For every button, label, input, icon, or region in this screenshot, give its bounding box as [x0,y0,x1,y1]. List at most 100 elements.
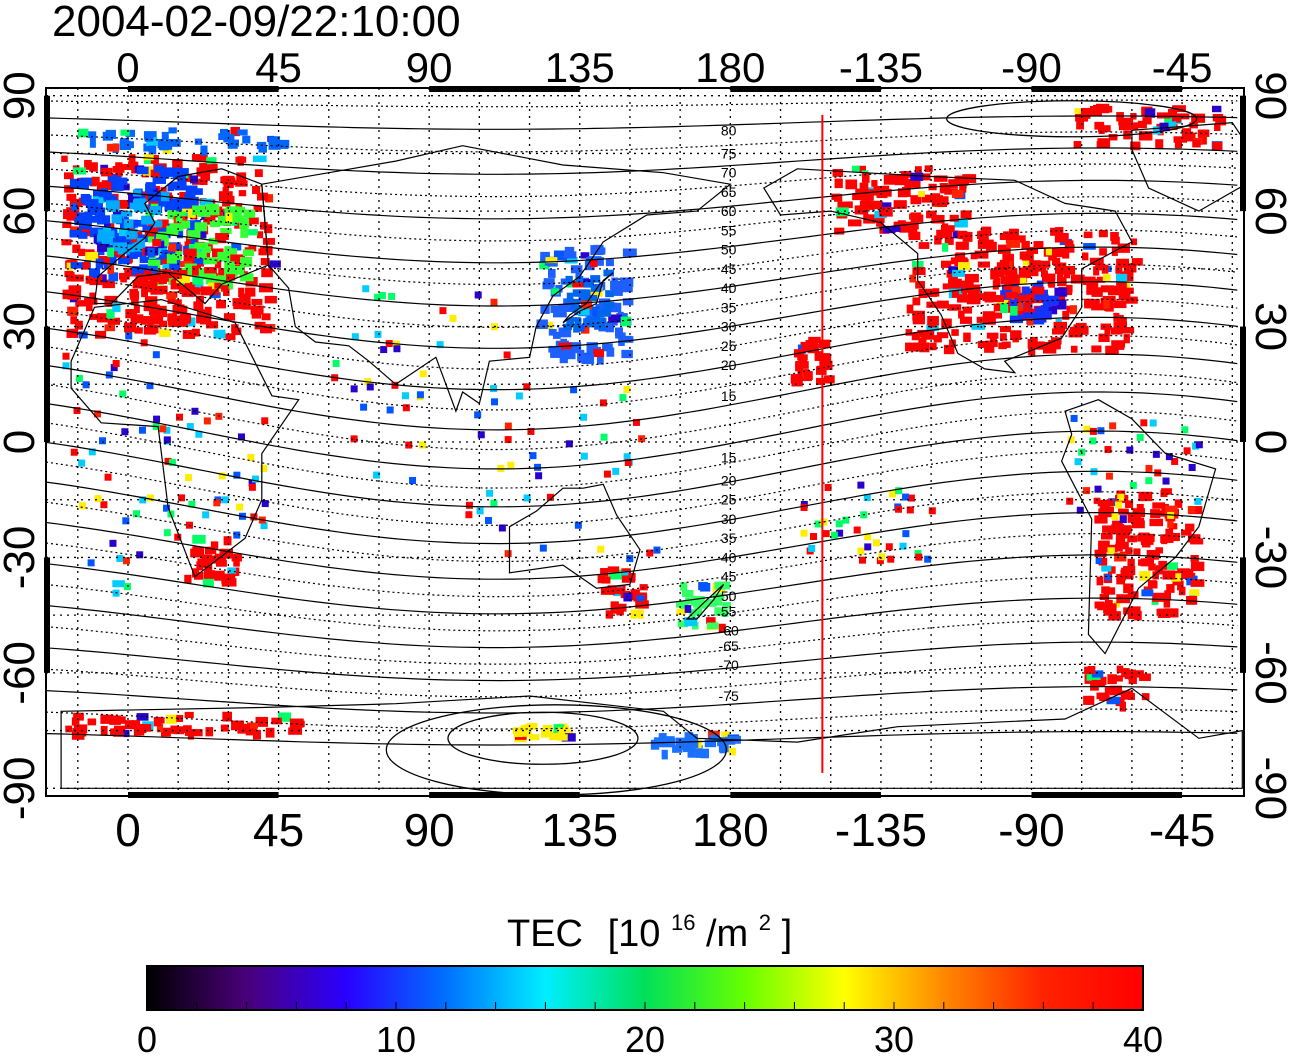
tec-cell [621,349,633,359]
tec-cell [222,711,233,722]
tec-cell [194,242,209,250]
tec-cell [912,297,921,306]
contour-label: 30 [721,319,737,335]
tec-cell [1029,260,1041,267]
contour-line [46,131,1238,153]
tec-cell [1129,481,1137,489]
tec-cell [209,220,221,228]
tec-cell [845,179,858,190]
tec-cell [100,725,108,736]
tec-cell [1083,231,1093,239]
tec-cell [191,154,203,162]
tec-cell [202,511,210,519]
tec-cell [548,345,562,353]
tec-cell [1009,314,1023,324]
tec-cell [234,554,242,562]
tec-cell [70,316,78,325]
tec-cell [237,433,245,441]
tec-cell [1022,286,1030,294]
tec-cell [73,406,81,414]
tec-cell [188,500,196,508]
tec-cell [1104,599,1113,610]
contour-label: 35 [721,299,737,315]
tec-cell [233,531,241,539]
coastline [1060,399,1217,655]
tec-cell [1108,498,1120,507]
tec-cell [1115,531,1124,541]
tec-cell [1003,282,1012,291]
tec-cell [1019,277,1027,286]
tec-cell [61,155,68,162]
tec-cell [1010,235,1022,243]
tec-cell [558,327,572,338]
tec-cell [936,300,949,309]
tec-cell [816,366,827,375]
tec-cell [1000,276,1010,285]
tec-cell [81,228,94,237]
tec-cell [238,190,247,197]
colorbar-units-exponent2: 2 [759,910,771,935]
contour-label: 15 [721,449,737,465]
tec-cell [1107,566,1116,574]
frame-tick-bar [44,557,50,673]
tec-cell [1104,326,1111,336]
tec-cell [581,354,595,364]
tec-cell [130,310,138,318]
tec-cell [490,499,498,507]
contour-line [46,491,1238,563]
tec-cell [955,178,970,186]
tec-cell [1136,503,1144,511]
tec-cell [1194,497,1202,505]
tec-cell [94,330,107,339]
tec-cell [824,483,832,491]
tec-cell [717,737,726,747]
tec-cell [721,731,731,740]
tec-cell [1101,586,1110,594]
tec-cell [1141,589,1154,597]
tec-cell [260,221,268,230]
tec-cell [143,157,151,165]
tec-cell [1132,508,1145,518]
tec-cell [946,269,956,278]
tec-cell [184,248,197,257]
tec-cell [620,336,634,343]
tec-cell [928,507,936,515]
tec-cell [96,201,103,209]
tec-cell [219,548,234,559]
tec-cell [1140,558,1155,567]
tec-cell [1099,693,1110,702]
tec-cell [857,547,865,555]
tec-cell [71,203,78,212]
tec-cell [235,180,248,187]
tec-cell [66,207,80,216]
tec-cell [909,274,917,283]
tec-cell [943,344,955,355]
tec-cell [986,332,999,339]
tec-cell [927,315,939,326]
colorbar-title: TEC [10 16 /m 2 ] [507,897,792,955]
tec-cell [88,448,96,456]
tec-cell [73,724,88,734]
tec-cell [1190,538,1204,545]
tec-cell [96,182,106,190]
tec-cell [94,495,102,503]
tec-cell [119,716,126,724]
tec-cell [262,237,275,245]
tec-cell [1163,600,1171,608]
right-lat-tick-label: 30 [1246,302,1292,351]
tec-cell [124,720,134,730]
tec-cell [1140,419,1148,427]
tec-cell [87,559,95,567]
tec-cell [523,494,531,502]
tec-cell [1027,318,1034,326]
tec-cell [199,228,207,239]
tec-cell [205,321,219,329]
tec-cell [559,354,568,364]
tec-cell [572,281,585,288]
tec-cell [132,189,142,197]
tec-cell [993,295,1004,303]
tec-cell [199,163,207,171]
tec-cell [608,314,623,323]
tec-cell [575,275,584,283]
tec-cell [89,227,104,238]
